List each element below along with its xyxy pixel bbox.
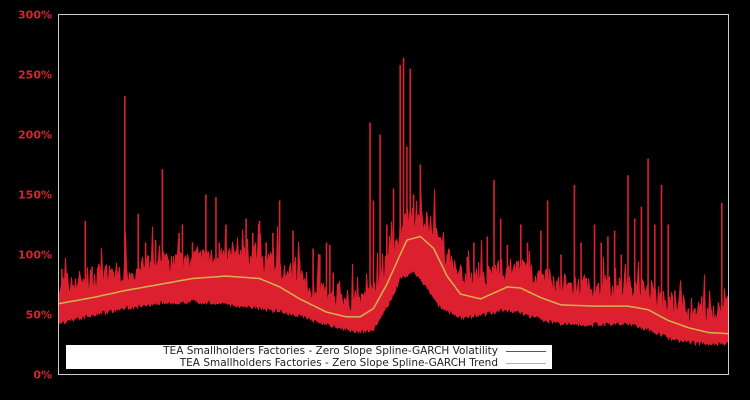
chart-legend: TEA Smallholders Factories - Zero Slope … <box>66 345 552 369</box>
volatility-spikes <box>61 57 723 341</box>
y-tick-label: 50% <box>26 309 52 322</box>
y-tick-label: 0% <box>33 369 52 382</box>
y-tick-label: 100% <box>18 249 52 262</box>
legend-item-volatility: TEA Smallholders Factories - Zero Slope … <box>163 345 546 357</box>
legend-swatch-volatility <box>506 350 546 352</box>
y-tick-label: 250% <box>18 69 52 82</box>
legend-item-trend: TEA Smallholders Factories - Zero Slope … <box>180 357 546 369</box>
y-tick-label: 200% <box>18 129 52 142</box>
trend-series <box>58 235 729 335</box>
plot-frame <box>58 14 729 375</box>
y-tick-label: 150% <box>18 189 52 202</box>
legend-label-trend: TEA Smallholders Factories - Zero Slope … <box>179 357 498 369</box>
y-axis-tick-labels: 0% 50% 100% 150% 200% 250% 300% <box>18 9 52 382</box>
legend-label-volatility: TEA Smallholders Factories - Zero Slope … <box>163 345 498 357</box>
y-tick-label: 300% <box>18 9 52 22</box>
legend-swatch-trend <box>506 362 546 364</box>
